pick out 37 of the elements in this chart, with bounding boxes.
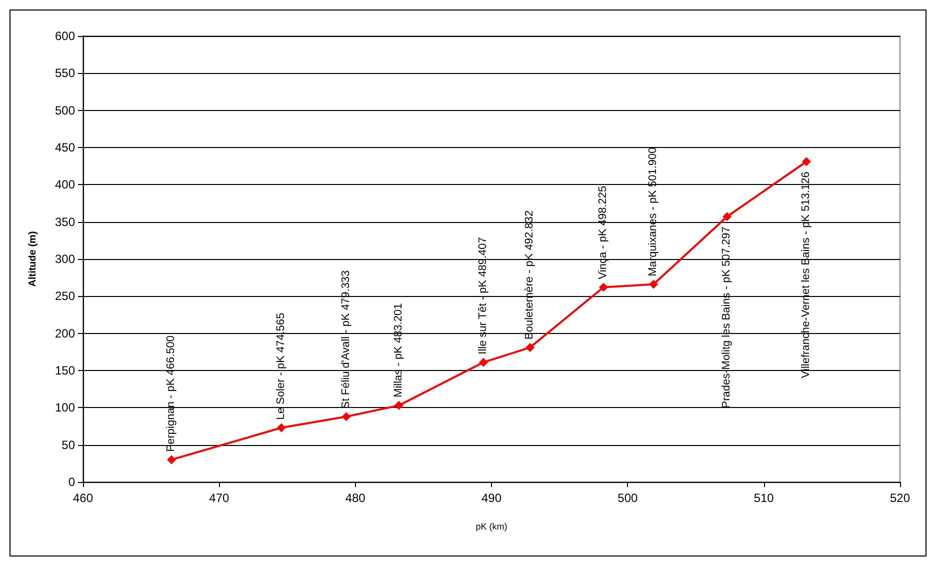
x-tick-label: 460 bbox=[72, 491, 94, 505]
y-tick-label: 0 bbox=[68, 475, 76, 489]
y-tick-label: 350 bbox=[54, 214, 76, 229]
y-tick-label: 50 bbox=[62, 438, 76, 452]
y-tick-label: 450 bbox=[54, 140, 76, 154]
x-tick-label: 490 bbox=[481, 491, 502, 505]
x-tick-label: 480 bbox=[345, 491, 366, 505]
annotation: Perpignan - pK 466.500 bbox=[165, 335, 178, 452]
point bbox=[478, 358, 488, 367]
annotation: Marquixanes - pK 501.900 bbox=[647, 147, 660, 276]
x-tick-label: 500 bbox=[618, 491, 638, 505]
y-tick-label: 500 bbox=[54, 103, 76, 118]
point bbox=[394, 400, 404, 410]
y-tick-label: 200 bbox=[54, 326, 76, 340]
point bbox=[649, 280, 658, 289]
y-tick-label: 400 bbox=[54, 178, 76, 192]
x-tick-label: 520 bbox=[890, 491, 910, 505]
annotation: Millas - pK 483.201 bbox=[392, 303, 404, 398]
annotation: Vinça - pK 498.225 bbox=[596, 186, 609, 280]
y-tick-label: 100 bbox=[54, 400, 76, 415]
point bbox=[722, 212, 732, 222]
y-axis-title: Altitude (m) bbox=[28, 231, 38, 287]
x-axis-title: pK (km) bbox=[476, 522, 508, 532]
point bbox=[802, 157, 811, 166]
y-tick-label: 300 bbox=[54, 252, 76, 266]
point bbox=[598, 282, 608, 292]
x-tick-label: 470 bbox=[209, 491, 230, 505]
y-tick-label: 600 bbox=[54, 29, 76, 43]
x-tick-label: 510 bbox=[754, 491, 774, 505]
point bbox=[342, 412, 351, 422]
point bbox=[526, 342, 535, 352]
y-tick-label: 550 bbox=[54, 66, 76, 80]
y-tick-label: 150 bbox=[54, 364, 76, 378]
point bbox=[276, 423, 286, 432]
annotation: Le Soler - pK 474.565 bbox=[274, 312, 287, 420]
y-tick-label: 250 bbox=[54, 289, 76, 304]
point bbox=[167, 455, 176, 464]
